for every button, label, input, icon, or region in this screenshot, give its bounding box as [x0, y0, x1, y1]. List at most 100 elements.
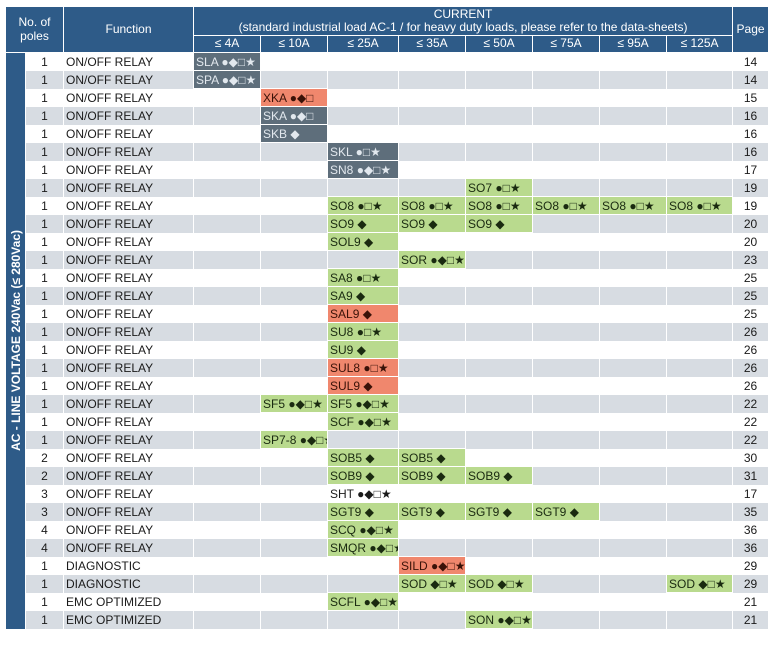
poles-cell: 1: [24, 124, 65, 143]
empty-cell: [532, 340, 601, 359]
function-cell: ON/OFF RELAY: [63, 286, 195, 305]
empty-cell: [666, 88, 734, 107]
empty-cell: [193, 466, 262, 485]
empty-cell: [398, 322, 467, 341]
empty-cell: [193, 412, 262, 431]
empty-cell: [465, 592, 534, 611]
empty-cell: [599, 304, 668, 323]
table-row: 1 ON/OFF RELAY SU9 ◆ 26: [6, 340, 770, 359]
empty-cell: [532, 412, 601, 431]
empty-cell: [666, 466, 734, 485]
empty-cell: [193, 574, 262, 593]
header-poles: No. of poles: [4, 6, 65, 53]
function-cell: EMC OPTIMIZED: [63, 592, 195, 611]
empty-cell: [599, 484, 668, 503]
empty-cell: [666, 286, 734, 305]
poles-cell: 4: [24, 538, 65, 557]
empty-cell: [666, 232, 734, 251]
poles-cell: 1: [24, 106, 65, 125]
empty-cell: [260, 340, 329, 359]
product-cell: SN8 ●◆□★: [327, 160, 400, 179]
function-cell: DIAGNOSTIC: [63, 574, 195, 593]
product-cell: SKA ●◆□: [260, 106, 329, 125]
page-cell: 20: [732, 214, 770, 233]
empty-cell: [465, 142, 534, 161]
product-cell: SLA ●◆□★: [193, 52, 262, 71]
table-row: 1 ON/OFF RELAY SP7-8 ●◆□★ 22: [6, 430, 770, 449]
empty-cell: [260, 142, 329, 161]
poles-cell: 4: [24, 520, 65, 539]
poles-cell: 1: [24, 142, 65, 161]
empty-cell: [260, 268, 329, 287]
empty-cell: [398, 394, 467, 413]
function-cell: ON/OFF RELAY: [63, 322, 195, 341]
product-cell: SGT9 ◆: [465, 502, 534, 521]
product-cell: SAL9 ◆: [327, 304, 400, 323]
empty-cell: [260, 484, 329, 503]
empty-cell: [599, 556, 668, 575]
empty-cell: [666, 52, 734, 71]
empty-cell: [193, 178, 262, 197]
empty-cell: [532, 52, 601, 71]
empty-cell: [532, 232, 601, 251]
empty-cell: [327, 250, 400, 269]
product-cell: SA9 ◆: [327, 286, 400, 305]
function-cell: ON/OFF RELAY: [63, 538, 195, 557]
poles-cell: 1: [24, 88, 65, 107]
empty-cell: [193, 520, 262, 539]
table-row: 3 ON/OFF RELAY SHT ●◆□★ 17: [6, 484, 770, 503]
empty-cell: [193, 394, 262, 413]
product-cell: SHT ●◆□★: [327, 484, 400, 503]
empty-cell: [532, 358, 601, 377]
page-cell: 22: [732, 394, 770, 413]
function-cell: ON/OFF RELAY: [63, 52, 195, 71]
empty-cell: [666, 376, 734, 395]
product-cell: SOB5 ◆: [327, 448, 400, 467]
poles-cell: 1: [24, 214, 65, 233]
empty-cell: [599, 124, 668, 143]
empty-cell: [666, 250, 734, 269]
empty-cell: [465, 538, 534, 557]
function-cell: ON/OFF RELAY: [63, 412, 195, 431]
empty-cell: [193, 448, 262, 467]
table-row: 1 DIAGNOSTIC SOD ◆□★ SOD ◆□★ SOD ◆□★ 29: [6, 574, 770, 593]
empty-cell: [193, 286, 262, 305]
product-cell: SOD ◆□★: [465, 574, 534, 593]
product-cell: SO8 ●□★: [398, 196, 467, 215]
empty-cell: [666, 124, 734, 143]
empty-cell: [193, 376, 262, 395]
empty-cell: [193, 538, 262, 557]
empty-cell: [532, 376, 601, 395]
empty-cell: [532, 520, 601, 539]
empty-cell: [666, 592, 734, 611]
empty-cell: [398, 538, 467, 557]
table-row: 1 ON/OFF RELAY SKB ◆ 16: [6, 124, 770, 143]
function-cell: DIAGNOSTIC: [63, 556, 195, 575]
product-cell: SON ●◆□★: [465, 610, 534, 629]
product-cell: SCQ ●◆□★: [327, 520, 400, 539]
empty-cell: [398, 430, 467, 449]
product-cell: SU9 ◆: [327, 340, 400, 359]
empty-cell: [260, 412, 329, 431]
product-cell: SO9 ◆: [327, 214, 400, 233]
empty-cell: [599, 340, 668, 359]
product-cell: SOR ●◆□★: [398, 250, 467, 269]
empty-cell: [465, 106, 534, 125]
table-row: 1 ON/OFF RELAY SF5 ●◆□★ SF5 ●◆□★ 22: [6, 394, 770, 413]
page-cell: 19: [732, 178, 770, 197]
poles-cell: 2: [24, 448, 65, 467]
table-row: 1 ON/OFF RELAY SKL ●□★ 16: [6, 142, 770, 161]
empty-cell: [193, 250, 262, 269]
table-row: 1 ON/OFF RELAY SU8 ●□★ 26: [6, 322, 770, 341]
empty-cell: [532, 106, 601, 125]
header-current: CURRENT (standard industrial load AC-1 /…: [193, 6, 734, 36]
header-current-col: ≤ 35A: [398, 35, 467, 53]
poles-cell: 3: [24, 484, 65, 503]
empty-cell: [193, 214, 262, 233]
function-cell: ON/OFF RELAY: [63, 358, 195, 377]
empty-cell: [398, 106, 467, 125]
table-row: 1 ON/OFF RELAY SPA ●◆□★ 14: [6, 70, 770, 89]
function-cell: ON/OFF RELAY: [63, 142, 195, 161]
table-row: 1 ON/OFF RELAY SUL9 ◆ 26: [6, 376, 770, 395]
header-current-col: ≤ 75A: [532, 35, 601, 53]
